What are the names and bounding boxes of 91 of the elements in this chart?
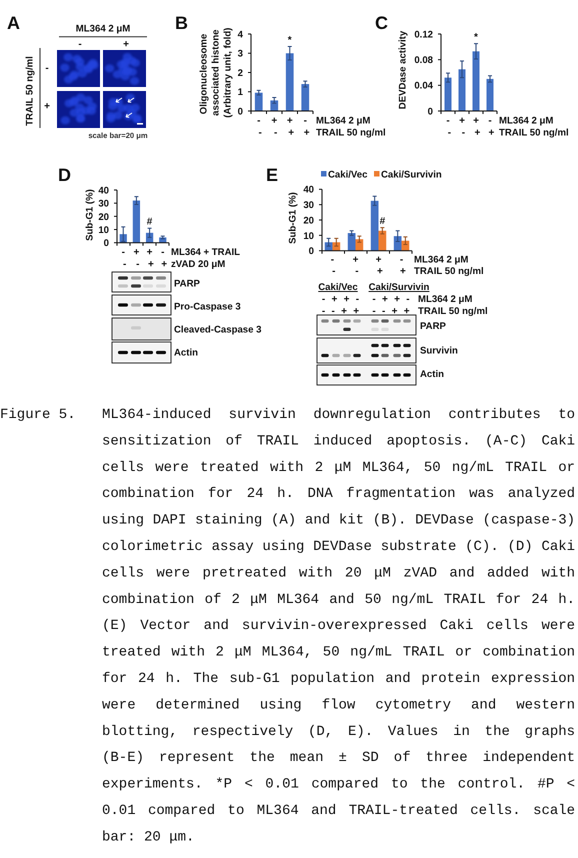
bar <box>301 84 310 111</box>
x-tick-label: - + <box>158 247 168 270</box>
text: ML364 + TRAIL <box>171 247 240 258</box>
x-tick-label: - - <box>329 254 336 277</box>
text: ML364 2 μM <box>76 24 130 34</box>
y-tick-label: 0.12 <box>414 29 433 40</box>
bar <box>132 200 140 243</box>
y-axis-title: Sub-G1 (%) <box>84 189 96 241</box>
y-tick-label: 40 <box>98 185 109 196</box>
x-tick-label: - + <box>397 254 406 277</box>
annotation: # <box>146 216 153 228</box>
chart-title: C <box>375 13 388 33</box>
y-axis-title: Oligonucleosome associated histone (Arbitrary unit, fold) <box>198 28 234 120</box>
x-tick-label: + - <box>133 247 140 270</box>
y-tick-label: 30 <box>98 198 109 210</box>
text: Caki/Survivin <box>368 282 430 293</box>
legend-label: Caki/Vec <box>328 170 368 180</box>
bar <box>254 92 263 111</box>
y-tick-label: 10 <box>303 230 314 242</box>
text: TRAIL 50 ng/ml <box>418 306 488 317</box>
legend-label: Caki/Survivin <box>381 170 442 180</box>
annotation: # <box>380 216 386 228</box>
bar <box>370 200 379 251</box>
annotation: * <box>474 32 478 44</box>
bar <box>472 51 480 111</box>
y-tick-label: 30 <box>303 200 314 212</box>
text: + <box>123 39 130 50</box>
y-tick-label: 3 <box>238 48 243 60</box>
y-tick-label: 1 <box>238 87 244 98</box>
bar <box>458 69 466 111</box>
x-tick-label: - - <box>120 247 126 270</box>
text: Actin <box>420 369 444 380</box>
text: + <box>44 101 50 112</box>
text: - <box>45 63 49 74</box>
y-tick-label: 10 <box>98 224 109 236</box>
text: - <box>78 39 82 50</box>
text: ML364 2 μM <box>499 116 554 126</box>
text: A <box>7 13 20 33</box>
y-tick-label: 0 <box>238 106 243 118</box>
x-tick-label: + + <box>374 254 383 277</box>
text: ML364 2 μM <box>316 116 370 126</box>
text: PARP <box>174 278 201 290</box>
x-tick-label: + - <box>352 254 359 277</box>
chart-title: D <box>58 165 71 185</box>
y-tick-label: 0.04 <box>414 80 434 92</box>
x-tick-label: + - <box>271 116 278 138</box>
text: ML364-induced survivin downregulation contributes to sensitization of TRAIL induced apoptosis. (A-C) Caki cells were treated with 2 μM ML364, 50 ng/mL TRAIL or combination for 24 h. DNA fragmentation was analyzed using DAPI staining (A) and kit (B). DEVDase (caspase-3) colorimetric assay using DEVDase substrate (C). (D) Caki cells were pretreated with 20 μM zVAD and added with combination of 2 μM ML364 and 50 ng/mL TRAIL for 24 h. (E) Vector and survivin-overexpressed Caki cells were treated with 2 μM ML364, 50 ng/mL TRAIL or combination for 24 h. The sub-G1 population and protein expression were determined using flow cytometry and western blotting, respectively (D, E). Values in the graphs (B-E) represent the mean ± SD of three independent experiments. *P < 0.01 compared to the control. #P < 0.01 compared to ML364 and TRAIL-treated cells. scale bar: 20 μm. <box>102 407 576 846</box>
text: Actin <box>174 348 198 358</box>
bar <box>378 230 386 251</box>
x-tick-label: - + <box>486 116 494 138</box>
x-tick-label: + + <box>285 116 294 138</box>
text: Cleaved-Caspase 3 <box>174 324 262 336</box>
text: ML364 2 μM <box>414 254 468 266</box>
text: - - + + <box>322 306 360 317</box>
caption: Figure 5. <box>0 407 76 423</box>
text: zVAD 20 μM <box>171 259 226 270</box>
text: TRAIL 50 ng/ml <box>414 266 484 277</box>
y-tick-label: 40 <box>303 184 314 196</box>
x-tick-label: + - <box>458 116 466 138</box>
y-axis-title: Sub-G1 (%) <box>287 192 298 244</box>
text: TRAIL 50 ng/ml <box>24 56 36 126</box>
chart-title: E <box>266 165 278 185</box>
text: Caki/Vec <box>318 282 358 293</box>
text: ML364 2 μM <box>418 294 472 305</box>
text: TRAIL 50 ng/ml <box>316 128 386 138</box>
y-tick-label: 4 <box>238 29 244 40</box>
y-tick-label: 20 <box>303 215 314 226</box>
text: Pro-Caspase 3 <box>174 302 241 312</box>
text: PARP <box>420 321 447 332</box>
y-tick-label: 0.08 <box>414 55 434 66</box>
x-tick-label: - + <box>300 116 310 138</box>
x-tick-label: - - <box>256 116 262 138</box>
text: - + + - <box>322 294 360 305</box>
y-tick-label: 0 <box>308 246 314 258</box>
text: Survivin <box>420 346 458 356</box>
y-tick-label: 0 <box>104 238 109 250</box>
y-tick-label: 0 <box>428 106 433 118</box>
x-tick-label: + + <box>472 116 480 138</box>
y-axis-title: DEVDase activity <box>397 30 408 110</box>
x-tick-label: + + <box>145 247 154 270</box>
x-tick-label: - - <box>444 116 452 138</box>
bar <box>286 53 294 111</box>
text: TRAIL 50 ng/ml <box>499 128 569 138</box>
text: - + + - <box>372 294 410 305</box>
chart-title: B <box>175 13 188 33</box>
annotation: * <box>288 35 292 46</box>
bar <box>486 78 494 111</box>
bar <box>444 78 452 111</box>
y-tick-label: 20 <box>98 212 109 223</box>
y-tick-label: 2 <box>238 68 243 79</box>
text: - - + + <box>372 306 410 317</box>
